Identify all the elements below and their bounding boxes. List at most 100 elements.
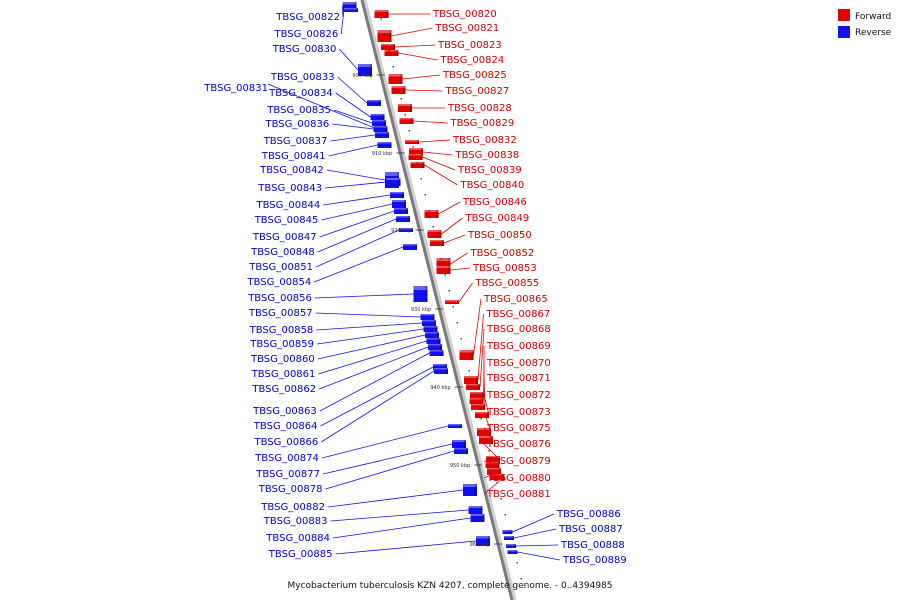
gene-label-TBSG_00839: TBSG_00839 — [457, 165, 522, 176]
minor-marker — [416, 162, 418, 164]
gene-label-TBSG_00873: TBSG_00873 — [486, 407, 551, 418]
gene-label-TBSG_00850: TBSG_00850 — [467, 230, 532, 241]
gene-label-TBSG_00863: TBSG_00863 — [252, 406, 317, 417]
minor-marker — [476, 402, 478, 404]
minor-marker — [512, 546, 514, 548]
gene-label-TBSG_00825: TBSG_00825 — [442, 70, 507, 81]
reverse-gene-TBSG_00857 — [420, 314, 435, 320]
gene-label-TBSG_00857: TBSG_00857 — [248, 308, 313, 319]
leader-TBSG_00881 — [483, 476, 505, 495]
forward-gene-TBSG_00824 — [384, 50, 399, 56]
gene-labels: TBSG_00820 TBSG_00821 TBSG_00823 TBSG_00824… — [203, 9, 626, 566]
gene-label-TBSG_00822: TBSG_00822 — [275, 12, 340, 23]
minor-marker — [448, 290, 450, 292]
leader-TBSG_00857 — [315, 312, 421, 318]
gene-label-TBSG_00859: TBSG_00859 — [249, 339, 314, 350]
minor-marker — [516, 562, 518, 564]
leader-TBSG_00866 — [320, 370, 435, 443]
forward-gene-TBSG_00828 — [398, 104, 412, 112]
gene-label-TBSG_00881: TBSG_00881 — [486, 489, 551, 500]
gene-label-TBSG_00885: TBSG_00885 — [268, 549, 333, 560]
leader-TBSG_00827 — [405, 89, 443, 92]
minor-marker — [396, 82, 398, 84]
minor-marker — [484, 434, 486, 436]
gene-label-TBSG_00832: TBSG_00832 — [452, 135, 517, 146]
leader-TBSG_00841 — [328, 144, 378, 157]
leader-TBSG_00871 — [483, 377, 486, 408]
reverse-gene-TBSG_00887 — [504, 536, 514, 540]
reverse-gene-TBSG_00843 — [386, 178, 401, 186]
gene-label-TBSG_00836: TBSG_00836 — [264, 119, 329, 130]
leader-TBSG_00877 — [322, 443, 453, 475]
leader-TBSG_00864 — [320, 366, 434, 427]
minor-marker — [400, 98, 402, 100]
gene-label-TBSG_00884: TBSG_00884 — [265, 533, 330, 544]
leader-TBSG_00835 — [333, 109, 373, 124]
leader-TBSG_00865 — [473, 298, 482, 356]
gene-label-TBSG_00882: TBSG_00882 — [260, 502, 325, 513]
forward-gene-TBSG_00825 — [388, 74, 403, 84]
gene-label-TBSG_00860: TBSG_00860 — [250, 354, 315, 365]
leader-TBSG_00885 — [335, 540, 477, 555]
leader-TBSG_00888 — [515, 544, 559, 547]
gene-label-TBSG_00841: TBSG_00841 — [261, 151, 326, 162]
gene-label-TBSG_00831: TBSG_00831 — [203, 83, 268, 94]
forward-gene-TBSG_00870 — [469, 398, 484, 404]
reverse-gene-TBSG_00858 — [422, 320, 436, 326]
gene-label-TBSG_00844: TBSG_00844 — [255, 200, 320, 211]
reverse-gene-TBSG_00835 — [372, 120, 386, 126]
minor-marker — [500, 498, 502, 500]
forward-gene-TBSG_00865 — [459, 350, 474, 360]
legend: Forward Reverse — [838, 9, 892, 38]
gene-label-TBSG_00880: TBSG_00880 — [486, 473, 551, 484]
leader-TBSG_00822 — [342, 6, 344, 18]
axis-line — [360, 0, 514, 600]
minor-marker — [412, 146, 414, 148]
reverse-gene-TBSG_00883 — [468, 506, 483, 514]
minor-marker — [508, 530, 510, 532]
gene-label-TBSG_00872: TBSG_00872 — [486, 390, 551, 401]
gene-label-TBSG_00842: TBSG_00842 — [259, 165, 324, 176]
leader-TBSG_00833 — [337, 76, 368, 104]
leader-TBSG_00821 — [391, 27, 433, 37]
minor-marker — [424, 194, 426, 196]
gene-label-TBSG_00866: TBSG_00866 — [253, 437, 318, 448]
reverse-gene-TBSG_00861 — [426, 338, 441, 344]
reverse-gene-TBSG_00859 — [423, 326, 438, 332]
kbp-tick-label: 940 kbp — [430, 385, 450, 391]
leader-TBSG_00839 — [422, 156, 456, 171]
forward-gene-TBSG_00853 — [436, 266, 451, 274]
gene-label-TBSG_00865: TBSG_00865 — [483, 294, 548, 305]
leader-TBSG_00847 — [319, 210, 395, 238]
minor-marker — [456, 322, 458, 324]
leader-TBSG_00832 — [418, 139, 451, 143]
reverse-gene-TBSG_00830 — [358, 64, 372, 76]
leader-TBSG_00823 — [394, 44, 436, 48]
leader-TBSG_00838 — [422, 151, 453, 156]
forward-gene-TBSG_00823 — [381, 44, 395, 50]
kbp-tick-label: 910 kbp — [372, 151, 392, 157]
gene-label-TBSG_00828: TBSG_00828 — [447, 103, 512, 114]
reverse-gene-TBSG_00889 — [507, 550, 518, 554]
gene-label-TBSG_00858: TBSG_00858 — [249, 325, 314, 336]
gene-label-TBSG_00856: TBSG_00856 — [247, 293, 312, 304]
leader-TBSG_00824 — [398, 52, 438, 61]
leader-TBSG_00884 — [332, 517, 471, 539]
reverse-gene-TBSG_00836 — [373, 126, 388, 132]
minor-marker — [492, 466, 494, 468]
minor-marker — [480, 418, 482, 420]
minor-marker — [496, 482, 498, 484]
minor-marker — [488, 450, 490, 452]
reverse-gene-TBSG_00848 — [396, 216, 410, 222]
legend-reverse-swatch — [838, 26, 850, 38]
minor-marker — [428, 210, 430, 212]
reverse-gene-TBSG_00860 — [425, 332, 439, 338]
leader-TBSG_00836 — [332, 123, 374, 130]
gene-label-TBSG_00834: TBSG_00834 — [268, 88, 333, 99]
gene-label-TBSG_00867: TBSG_00867 — [486, 309, 551, 320]
leader-TBSG_00878 — [325, 450, 455, 490]
reverse-gene-TBSG_00833 — [367, 100, 381, 106]
leader-TBSG_00868 — [479, 328, 485, 388]
forward-gene-TBSG_00838 — [409, 148, 423, 156]
